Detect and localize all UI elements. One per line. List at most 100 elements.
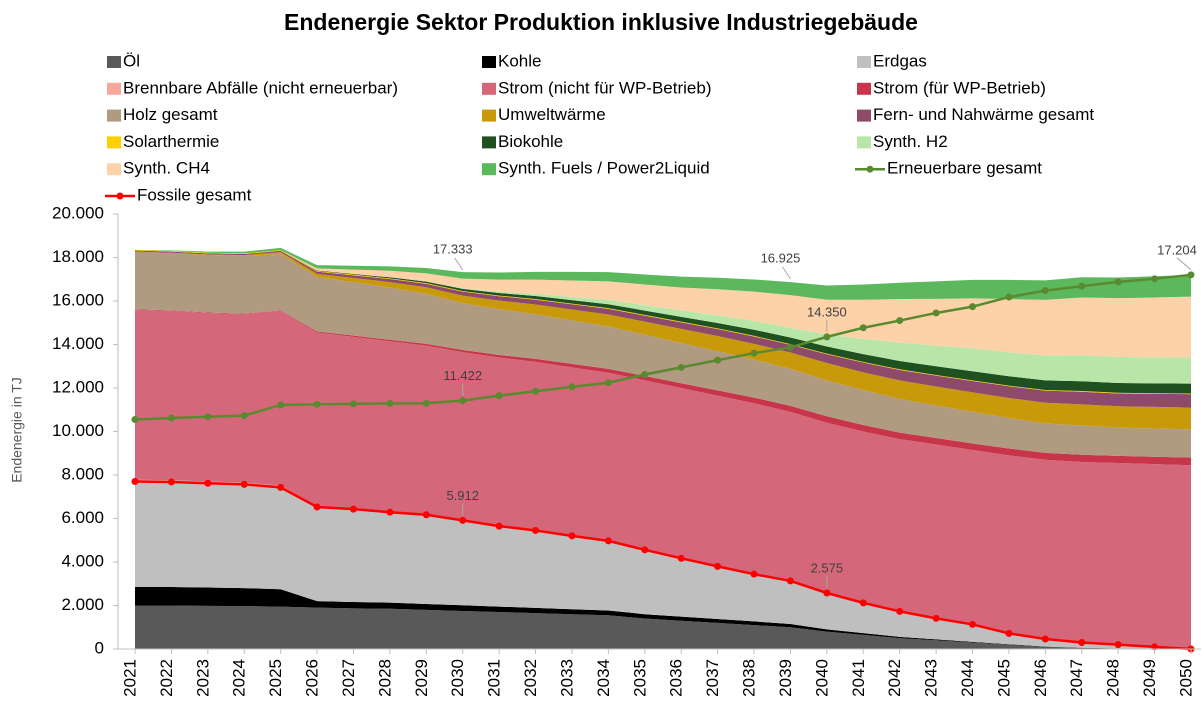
line-marker bbox=[604, 537, 612, 545]
x-tick-label: 2040 bbox=[812, 659, 831, 697]
line-marker bbox=[1041, 635, 1049, 643]
x-tick-label: 2042 bbox=[885, 659, 904, 697]
legend-swatch bbox=[857, 56, 871, 68]
line-marker bbox=[969, 620, 977, 628]
line-marker bbox=[1114, 641, 1122, 649]
y-tick-label: 4.000 bbox=[61, 551, 104, 570]
x-tick-label: 2028 bbox=[375, 659, 394, 697]
legend-swatch bbox=[107, 56, 121, 68]
x-tick-label: 2043 bbox=[922, 659, 941, 697]
y-tick-label: 20.000 bbox=[52, 203, 104, 222]
line-marker bbox=[859, 599, 867, 607]
legend-label: Brennbare Abfälle (nicht erneuerbar) bbox=[123, 78, 398, 97]
x-tick-label: 2022 bbox=[157, 659, 176, 697]
legend-swatch bbox=[107, 136, 121, 149]
x-tick-label: 2033 bbox=[557, 659, 576, 697]
legend-swatch bbox=[482, 82, 496, 95]
line-marker bbox=[277, 483, 285, 491]
line-marker bbox=[1078, 638, 1086, 646]
annotation: 16.925 bbox=[761, 250, 801, 265]
y-tick-label: 10.000 bbox=[52, 421, 104, 440]
y-tick-label: 8.000 bbox=[61, 464, 104, 483]
line-marker bbox=[1005, 293, 1013, 301]
data-label: 17.204 bbox=[1157, 242, 1197, 257]
line-marker bbox=[932, 309, 940, 317]
y-tick-label: 12.000 bbox=[52, 377, 104, 396]
line-marker bbox=[349, 505, 357, 513]
x-tick-label: 2025 bbox=[266, 659, 285, 697]
y-tick-label: 16.000 bbox=[52, 290, 104, 309]
legend-label: Öl bbox=[123, 51, 140, 70]
area bbox=[135, 309, 1191, 649]
area bbox=[135, 481, 1191, 649]
line-marker bbox=[1041, 287, 1049, 295]
x-tick-label: 2024 bbox=[230, 659, 249, 697]
y-tick-label: 2.000 bbox=[61, 595, 104, 614]
x-tick-label: 2041 bbox=[849, 659, 868, 697]
line-marker bbox=[422, 511, 430, 519]
area bbox=[135, 251, 1191, 430]
line-marker bbox=[604, 379, 612, 387]
leader-line bbox=[782, 266, 791, 280]
legend-label: Strom (nicht für WP-Betrieb) bbox=[498, 78, 712, 97]
y-tick-label: 14.000 bbox=[52, 334, 104, 353]
line-marker bbox=[859, 324, 867, 332]
line-marker bbox=[167, 478, 175, 486]
line-marker bbox=[313, 503, 321, 511]
x-tick-label: 2049 bbox=[1140, 659, 1159, 697]
line-marker bbox=[786, 343, 794, 351]
legend-label: Strom (für WP-Betrieb) bbox=[873, 78, 1046, 97]
x-tick-label: 2039 bbox=[776, 659, 795, 697]
line-marker bbox=[932, 614, 940, 622]
legend-swatch bbox=[482, 163, 496, 176]
line-marker bbox=[532, 387, 540, 395]
y-tick-label: 6.000 bbox=[61, 508, 104, 527]
line-marker bbox=[313, 400, 321, 408]
area bbox=[135, 249, 1191, 358]
x-tick-label: 2026 bbox=[303, 659, 322, 697]
x-tick-label: 2047 bbox=[1067, 659, 1086, 697]
line bbox=[134, 273, 1192, 421]
legend-label: Erneuerbare gesamt bbox=[887, 159, 1042, 178]
x-tick-label: 2023 bbox=[193, 659, 212, 697]
line-marker bbox=[131, 416, 139, 424]
line-marker bbox=[896, 317, 904, 325]
line-marker bbox=[677, 554, 685, 562]
x-tick-label: 2048 bbox=[1104, 659, 1123, 697]
area bbox=[135, 251, 1191, 458]
y-tick-label: 18.000 bbox=[52, 247, 104, 266]
line-marker bbox=[349, 400, 357, 408]
area bbox=[135, 605, 1191, 649]
legend-swatch bbox=[857, 136, 871, 149]
line bbox=[134, 480, 1192, 651]
line-marker bbox=[568, 532, 576, 540]
line-marker bbox=[714, 562, 722, 570]
x-tick-label: 2034 bbox=[594, 659, 613, 697]
x-tick-label: 2029 bbox=[412, 659, 431, 697]
annotation: 17.333 bbox=[433, 241, 473, 256]
line-marker bbox=[568, 383, 576, 391]
legend-swatch bbox=[857, 109, 871, 122]
x-tick-label: 2036 bbox=[667, 659, 686, 697]
legend-label: Fossile gesamt bbox=[137, 185, 252, 204]
x-tick-label: 2037 bbox=[703, 659, 722, 697]
x-tick-label: 2045 bbox=[994, 659, 1013, 697]
legend-label: Erdgas bbox=[873, 51, 927, 70]
legend-swatch bbox=[107, 163, 121, 176]
line-marker bbox=[823, 589, 831, 597]
data-label: 2.575 bbox=[811, 560, 844, 575]
legend-swatch bbox=[107, 109, 121, 122]
line-marker bbox=[786, 577, 794, 585]
line-marker bbox=[240, 480, 248, 488]
line-marker bbox=[641, 546, 649, 554]
x-tick-label: 2027 bbox=[339, 659, 358, 697]
line-marker bbox=[750, 570, 758, 578]
line-marker bbox=[131, 478, 139, 486]
legend-label: Solarthermie bbox=[123, 132, 219, 151]
data-label: 14.350 bbox=[807, 304, 847, 319]
legend-label: Fern- und Nahwärme gesamt bbox=[873, 105, 1094, 124]
legend-label: Holz gesamt bbox=[123, 105, 218, 124]
line-marker bbox=[641, 371, 649, 379]
y-axis-label: Endenergie in TJ bbox=[9, 377, 25, 483]
